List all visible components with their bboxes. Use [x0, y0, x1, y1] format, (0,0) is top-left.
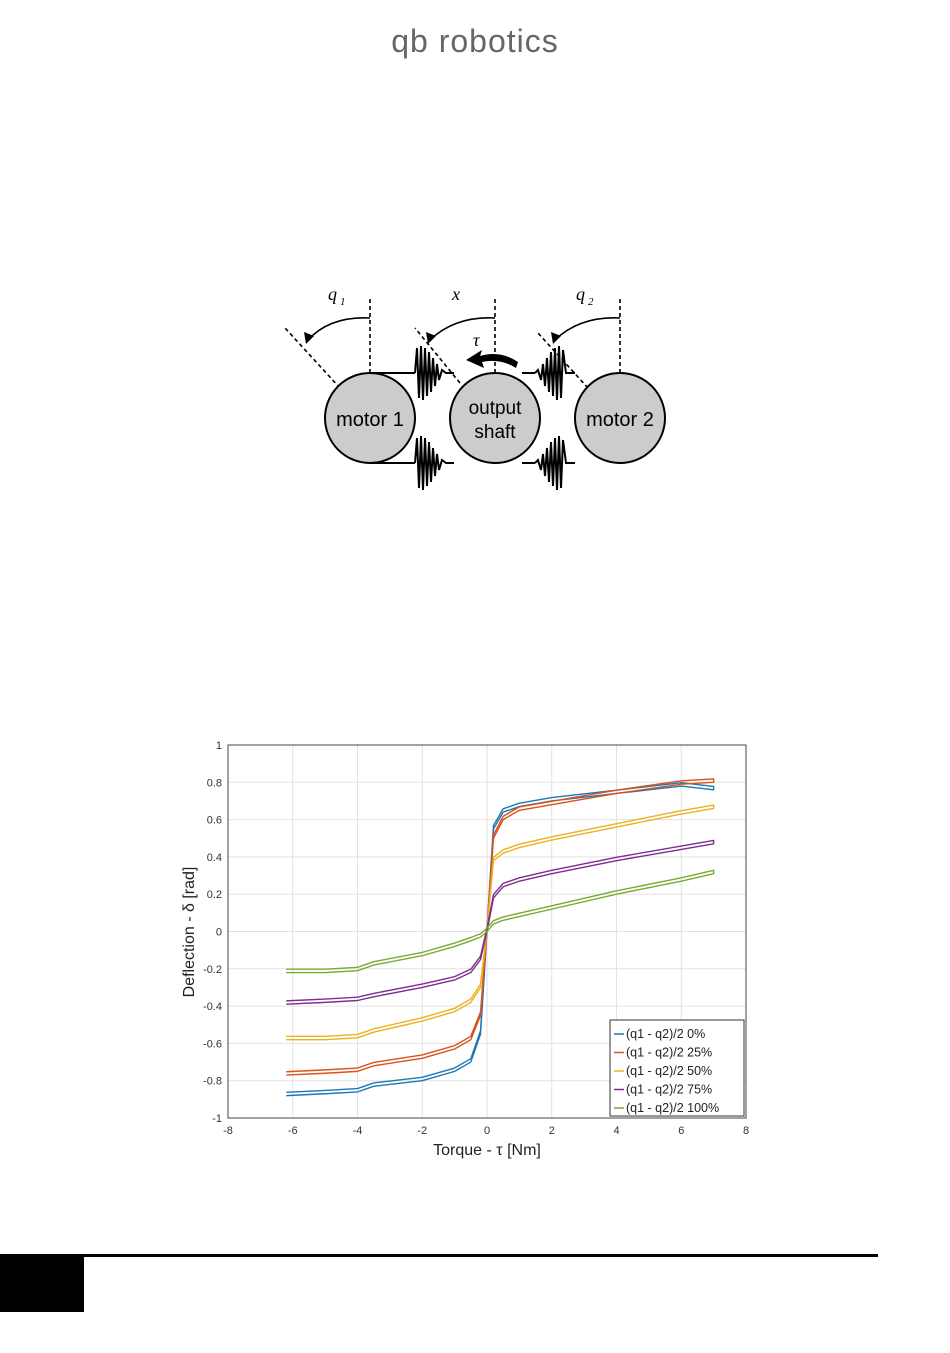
series-line-2	[286, 804, 715, 1041]
legend-entry: (q1 - q2)/2 100%	[626, 1101, 719, 1115]
y-tick-label: -0.2	[203, 964, 222, 976]
series-line-4	[286, 869, 715, 974]
logo-text: qb robotics	[391, 23, 559, 59]
legend-entry: (q1 - q2)/2 0%	[626, 1027, 705, 1041]
legend-entry: (q1 - q2)/2 50%	[626, 1064, 712, 1078]
motor2-circle	[574, 372, 666, 464]
x-tick-label: -4	[353, 1125, 363, 1137]
series-line-3	[286, 839, 715, 1005]
x-tick-label: 2	[549, 1125, 555, 1137]
shaft-label: shaft	[474, 422, 516, 443]
y-tick-label: 0.8	[207, 777, 222, 789]
x-tick-label: -2	[417, 1125, 427, 1137]
y-tick-label: -0.4	[203, 1001, 222, 1013]
legend-box	[609, 1019, 745, 1117]
y-tick-label: 0.6	[207, 815, 222, 827]
footer-rule	[0, 1254, 878, 1257]
series-line-0	[286, 781, 715, 1097]
x-tick-label: 6	[678, 1125, 684, 1137]
series-line-1	[286, 778, 715, 1076]
x-label: x	[451, 284, 460, 304]
q2-subscript: 2	[588, 296, 594, 308]
motor1-label: motor 1	[336, 409, 404, 431]
x-tick-label: 4	[613, 1125, 619, 1137]
y-tick-label: 1	[216, 740, 222, 752]
x-tick-labels: -8 -6 -4 -2 0 2 4 6 8	[223, 1125, 749, 1137]
q1-label: q	[328, 284, 337, 304]
legend-entry: (q1 - q2)/2 25%	[626, 1046, 712, 1060]
y-axis-label: Deflection - δ [rad]	[181, 867, 198, 998]
y-tick-label: 0.4	[207, 852, 222, 864]
x-tick-label: 0	[484, 1125, 490, 1137]
x-tick-label: -6	[288, 1125, 298, 1137]
footer-block	[0, 1254, 84, 1312]
output-shaft-circle	[449, 372, 541, 464]
x-tick-label: 8	[743, 1125, 749, 1137]
q1-subscript: 1	[340, 296, 346, 308]
plot-frame	[227, 744, 747, 1119]
output-label: output	[469, 398, 523, 419]
motor1-circle	[324, 372, 416, 464]
y-tick-labels: -1 -0.8 -0.6 -0.4 -0.2 0 0.2 0.4 0.6 0.8 1	[203, 740, 222, 1125]
qb-robotics-logo: qb robotics	[391, 23, 559, 59]
legend-entry: (q1 - q2)/2 75%	[626, 1083, 712, 1097]
tau-label: τ	[473, 330, 480, 350]
y-tick-label: -1	[212, 1113, 222, 1125]
chart-legend: (q1 - q2)/2 0% (q1 - q2)/2 25% (q1 - q2)/2…	[609, 1019, 745, 1117]
y-tick-label: 0	[216, 927, 222, 939]
chart-series	[286, 778, 715, 1097]
y-tick-label: -0.8	[203, 1076, 222, 1088]
deflection-torque-chart: -8 -6 -4 -2 0 2 4 6 8 -1 -0.8 -0.6 -0.4 -0.2 0 0.2 0.4 0…	[181, 740, 749, 1159]
x-axis-label: Torque - τ [Nm]	[433, 1142, 541, 1159]
y-tick-label: 0.2	[207, 889, 222, 901]
q2-label: q	[576, 284, 585, 304]
y-tick-label: -0.6	[203, 1038, 222, 1050]
motor2-label: motor 2	[586, 409, 654, 431]
vsa-diagram: motor 1 output shaft motor 2 q 1 x τ q 2	[284, 284, 666, 491]
x-tick-label: -8	[223, 1125, 233, 1137]
